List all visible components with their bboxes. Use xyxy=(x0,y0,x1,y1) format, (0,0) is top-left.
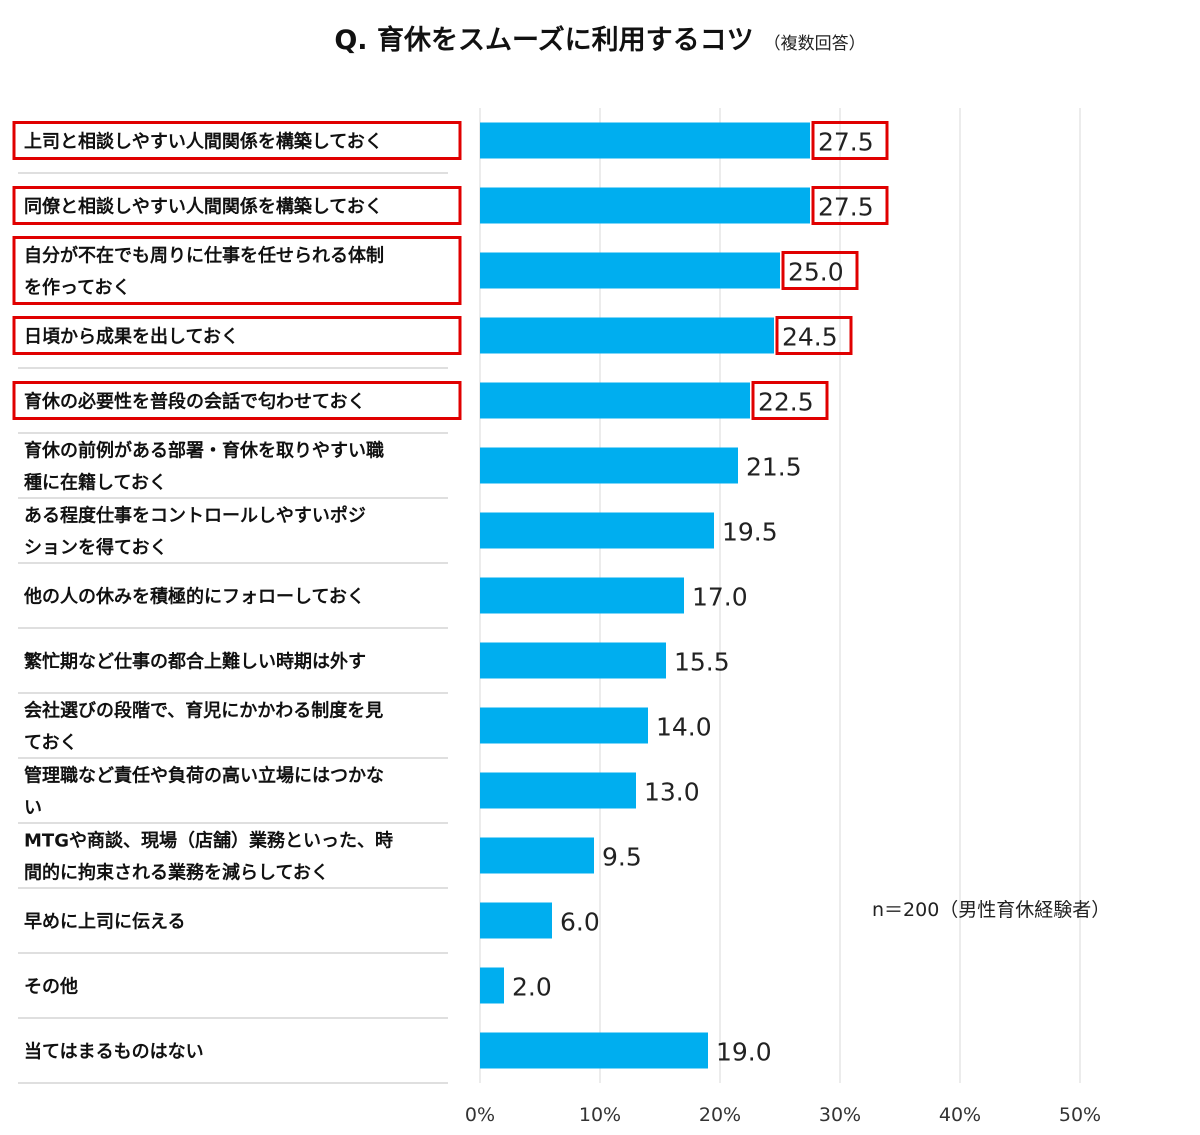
bar xyxy=(480,772,636,809)
value-label: 25.0 xyxy=(788,258,844,287)
bar xyxy=(480,642,666,679)
value-highlight-box xyxy=(781,251,859,290)
bar xyxy=(480,707,648,744)
value-label: 9.5 xyxy=(602,843,642,872)
bar xyxy=(480,967,504,1004)
x-tick-label: 0% xyxy=(465,1104,495,1126)
x-tick-label: 20% xyxy=(699,1104,741,1126)
category-label: 間的に拘束される業務を減らしておく xyxy=(24,862,329,884)
chart-subtitle: （複数回答） xyxy=(763,34,866,54)
bar xyxy=(480,382,750,419)
value-label: 27.5 xyxy=(818,128,874,157)
value-label: 13.0 xyxy=(644,778,700,807)
x-tick-label: 10% xyxy=(579,1104,621,1126)
category-label: を作っておく xyxy=(24,277,131,299)
category-label: 同僚と相談しやすい人間関係を構築しておく xyxy=(24,196,383,218)
chart-title: Q. 育休をスムーズに利用するコツ xyxy=(334,25,754,56)
category-label: 当てはまるものはない xyxy=(24,1041,204,1063)
x-tick-label: 40% xyxy=(939,1104,981,1126)
category-label: ションを得ておく xyxy=(24,537,167,559)
value-label: 17.0 xyxy=(692,583,748,612)
category-label: 日頃から成果を出しておく xyxy=(24,326,239,348)
bar xyxy=(480,577,684,614)
category-label: 他の人の休みを積極的にフォローしておく xyxy=(23,586,365,608)
value-label: 6.0 xyxy=(560,908,600,937)
category-label: 自分が不在でも周りに仕事を任せられる体制 xyxy=(24,245,384,267)
category-highlight-box xyxy=(12,236,462,305)
category-label: ておく xyxy=(24,733,77,754)
category-highlight-box xyxy=(12,316,462,355)
bar xyxy=(480,447,738,484)
value-highlight-box xyxy=(775,316,853,355)
category-highlight-box xyxy=(12,381,462,420)
category-highlight-box xyxy=(12,121,462,160)
bar xyxy=(480,317,774,354)
category-highlight-box xyxy=(12,186,462,225)
category-label: 育休の前例がある部署・育休を取りやすい職 xyxy=(24,440,384,462)
value-label: 21.5 xyxy=(746,453,802,482)
value-label: 14.0 xyxy=(656,713,712,742)
category-label: 管理職など責任や負荷の高い立場にはつかな xyxy=(24,765,384,787)
category-label: 会社選びの段階で、育児にかかわる制度を見 xyxy=(24,700,383,722)
value-label: 2.0 xyxy=(512,973,552,1002)
bar xyxy=(480,252,780,289)
bar xyxy=(480,122,810,159)
category-label: 早めに上司に伝える xyxy=(24,911,185,933)
category-label: い xyxy=(24,798,42,819)
category-label: 種に在籍しておく xyxy=(24,472,167,494)
category-label: その他 xyxy=(24,976,78,998)
value-highlight-box xyxy=(811,121,889,160)
category-label: 育休の必要性を普段の会話で匂わせておく xyxy=(24,391,365,413)
value-label: 24.5 xyxy=(782,323,838,352)
value-label: 22.5 xyxy=(758,388,814,417)
bar xyxy=(480,902,552,939)
x-tick-label: 50% xyxy=(1059,1104,1101,1126)
value-label: 15.5 xyxy=(674,648,730,677)
value-label: 19.5 xyxy=(722,518,778,547)
value-highlight-box xyxy=(751,381,829,420)
value-label: 27.5 xyxy=(818,193,874,222)
bar xyxy=(480,512,714,549)
category-label: 上司と相談しやすい人間関係を構築しておく xyxy=(24,131,383,153)
bar xyxy=(480,187,810,224)
sample-note: n＝200（男性育休経験者） xyxy=(872,899,1111,921)
category-label: ある程度仕事をコントロールしやすいポジ xyxy=(24,505,366,527)
chart-title-block: Q. 育休をスムーズに利用するコツ （複数回答） xyxy=(0,18,1200,57)
value-highlight-box xyxy=(811,186,889,225)
bar xyxy=(480,1032,708,1069)
category-label: MTGや商談、現場（店舗）業務といった、時 xyxy=(24,830,393,852)
category-label: 繁忙期など仕事の都合上難しい時期は外す xyxy=(23,651,366,673)
x-tick-label: 30% xyxy=(819,1104,861,1126)
value-label: 19.0 xyxy=(716,1038,772,1067)
bar xyxy=(480,837,594,874)
